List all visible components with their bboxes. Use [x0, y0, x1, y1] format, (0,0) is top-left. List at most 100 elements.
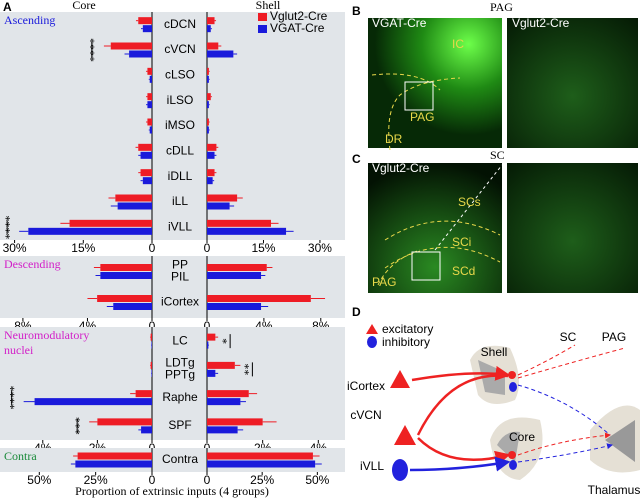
bar	[207, 93, 211, 101]
bar	[207, 418, 263, 426]
region-label: DR	[385, 132, 403, 146]
x-tick-label: 50%	[27, 473, 51, 487]
bar	[207, 398, 241, 406]
projection	[517, 384, 612, 463]
bar	[207, 17, 215, 25]
x-tick-label: 30%	[3, 241, 27, 255]
legend-swatch	[258, 13, 267, 21]
significance-label: ***	[72, 417, 86, 435]
significance-label: **	[241, 363, 255, 375]
bar	[147, 67, 152, 75]
bar	[207, 272, 262, 279]
x-tick-label: 0	[149, 473, 156, 487]
bar	[207, 177, 213, 185]
panel-label: C	[352, 152, 361, 166]
bar	[97, 418, 152, 426]
category-label: LDTg	[165, 356, 194, 370]
thalamus-region	[605, 420, 635, 462]
x-tick-label: 0	[204, 473, 211, 487]
bar	[113, 303, 152, 310]
node-label: iVLL	[360, 459, 384, 473]
bar	[207, 75, 209, 83]
projection	[517, 344, 626, 456]
legend-label: inhibitory	[382, 335, 430, 349]
group-title: nuclei	[4, 343, 34, 357]
bar	[207, 303, 262, 310]
bar	[207, 25, 211, 33]
region-label: SCi	[452, 235, 471, 249]
target-neuron	[508, 451, 516, 459]
source-neuron	[394, 425, 416, 445]
bar	[150, 333, 152, 341]
bar	[100, 264, 152, 271]
bar	[110, 42, 152, 50]
legend-label: excitatory	[382, 322, 433, 336]
panel-b: B PAG VGAT-Cre Vglut2-Cre IC PAG DR	[352, 0, 638, 151]
bar	[69, 219, 152, 227]
category-label: cDLL	[166, 144, 194, 158]
group-background	[0, 256, 345, 318]
x-tick-label: 30%	[308, 241, 332, 255]
node-label: SC	[560, 330, 577, 344]
target-neuron	[509, 382, 517, 392]
x-tick-label: 0	[204, 319, 211, 333]
node-label: Core	[509, 430, 535, 444]
node-label: Shell	[481, 345, 508, 359]
region-outline	[371, 73, 461, 151]
bar	[147, 118, 152, 126]
bar	[138, 17, 152, 25]
panel-title: SC	[490, 148, 505, 162]
bar	[207, 333, 216, 341]
legend-icon	[367, 336, 377, 348]
projection	[411, 365, 511, 382]
bar	[28, 227, 153, 235]
inset-box	[411, 251, 441, 281]
significance-label: ****	[6, 386, 20, 410]
panel-label: B	[352, 4, 361, 18]
x-tick-label: 50%	[305, 473, 329, 487]
category-label: Contra	[162, 452, 198, 466]
bar	[147, 101, 152, 109]
bar	[77, 452, 152, 460]
category-label: iMSO	[165, 118, 195, 132]
bar	[142, 177, 152, 185]
projection	[409, 456, 511, 472]
x-tick-label: 0	[149, 319, 156, 333]
inset-box	[404, 81, 434, 111]
panel-a: A Core Shell Ascending cDCN cVCN cLSO iLSO iMSO c…	[0, 0, 345, 498]
bar	[207, 426, 238, 434]
group-background	[0, 12, 345, 240]
category-label: cDCN	[164, 17, 196, 31]
bar	[117, 202, 152, 210]
shell-region	[478, 360, 505, 395]
panel-c: C SC Vglut2-Cre SCs SCi SCd PAG	[352, 148, 638, 293]
bar	[100, 272, 152, 279]
bar	[207, 151, 215, 159]
panel-label: D	[352, 305, 361, 319]
region-label: SCs	[458, 195, 481, 209]
bar	[207, 126, 209, 134]
column-title: Core	[72, 0, 95, 12]
bar	[207, 227, 287, 235]
category-label: PP	[172, 258, 188, 272]
category-label: SPF	[168, 418, 191, 432]
x-tick-label: 15%	[251, 241, 275, 255]
category-label: iLL	[172, 194, 188, 208]
significance-label: ****	[2, 215, 16, 239]
bar	[207, 390, 249, 398]
bar	[207, 50, 234, 58]
group-background	[0, 448, 345, 472]
bar	[151, 341, 152, 349]
bar	[207, 101, 209, 109]
category-label: cLSO	[165, 68, 195, 82]
x-tick-label: 25%	[250, 473, 274, 487]
bar	[97, 295, 152, 302]
bar	[207, 264, 267, 271]
micrograph	[368, 18, 502, 148]
bar	[140, 151, 152, 159]
panel-label: A	[3, 0, 12, 14]
bar	[207, 143, 217, 151]
region-label: PAG	[372, 275, 396, 289]
group-title: Contra	[4, 449, 37, 463]
